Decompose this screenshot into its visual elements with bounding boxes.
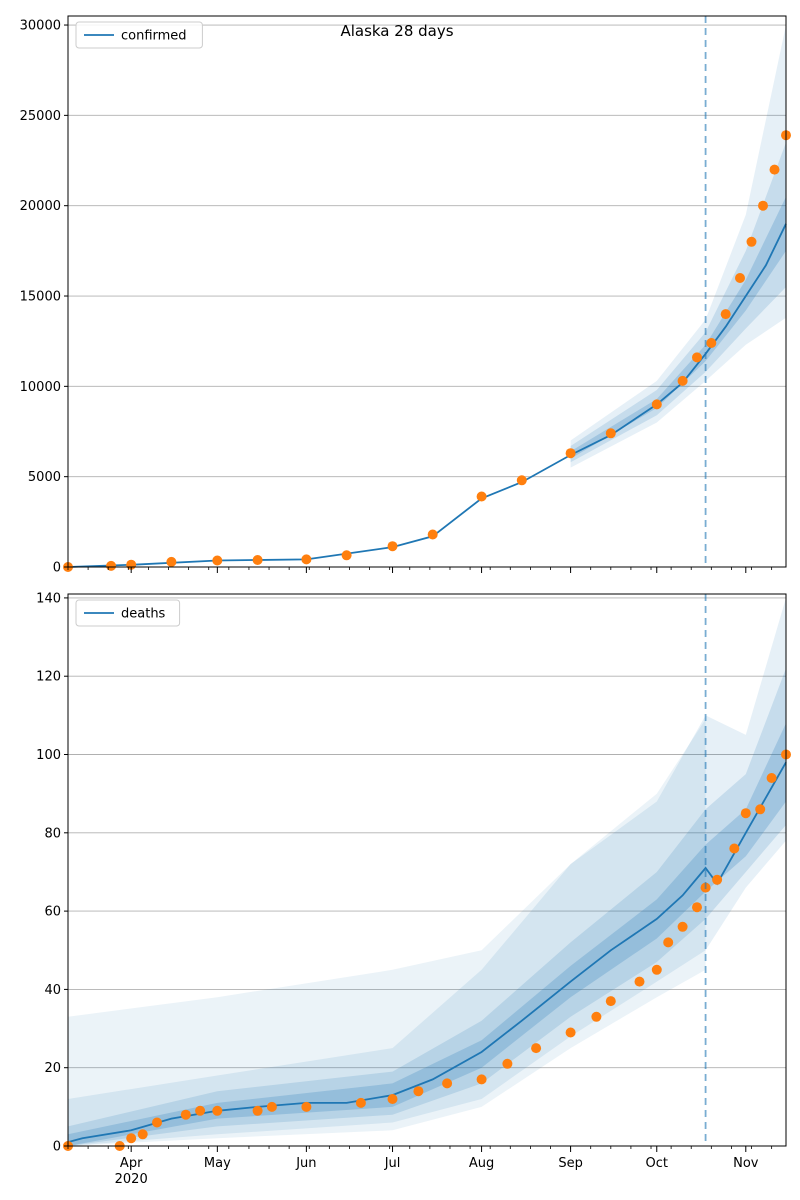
- observed-point: [746, 236, 757, 247]
- observed-point: [427, 529, 438, 540]
- x-tick-label: Nov: [733, 1156, 759, 1171]
- legend: [75, 21, 203, 49]
- x-tick-label: Jun: [295, 1156, 316, 1171]
- legend-label: deaths: [121, 607, 166, 622]
- observed-point: [387, 541, 398, 552]
- observed-point: [106, 560, 117, 571]
- x-tick-label: Aug: [469, 1156, 494, 1171]
- observed-point: [166, 556, 177, 567]
- y-tick-label: 10000: [20, 380, 61, 395]
- observed-point: [706, 338, 717, 348]
- y-tick-label: 0: [53, 1140, 61, 1155]
- observed-point: [212, 555, 223, 566]
- observed-point: [126, 1133, 137, 1144]
- observed-point: [152, 1117, 162, 1128]
- y-tick-label: 15000: [20, 290, 61, 305]
- observed-point: [605, 428, 616, 439]
- y-tick-label: 120: [36, 670, 61, 685]
- observed-point: [605, 996, 616, 1007]
- y-tick-label: 140: [36, 591, 61, 606]
- axes-frame: [67, 593, 787, 1147]
- y-tick-label: 60: [44, 905, 61, 920]
- observed-point: [195, 1105, 206, 1116]
- observed-point: [735, 273, 745, 283]
- observed-point: [565, 448, 576, 459]
- observed-point: [252, 1105, 263, 1116]
- uncertainty-band: [570, 142, 786, 463]
- y-tick-label: 80: [44, 826, 61, 841]
- uncertainty-band: [68, 719, 706, 1146]
- observed-point: [442, 1078, 453, 1089]
- confirmed-panel: 0 5000 10000 15000 20000 25000 30000 confirmed A…: [20, 15, 791, 576]
- observed-point: [301, 1101, 312, 1112]
- observed-point: [180, 1109, 191, 1120]
- y-tick-label: 20000: [20, 199, 61, 214]
- observed-point: [769, 164, 780, 175]
- observed-point: [692, 902, 702, 913]
- observed-point: [355, 1097, 366, 1108]
- x-tick-label: May: [204, 1156, 231, 1171]
- uncertainty-band: [68, 668, 786, 1146]
- observed-point: [651, 964, 662, 975]
- observed-point: [692, 352, 702, 363]
- observed-point: [516, 475, 527, 486]
- observed-point: [387, 1094, 398, 1104]
- observed-point: [137, 1129, 148, 1140]
- observed-point: [677, 921, 688, 932]
- observed-point: [212, 1105, 223, 1116]
- uncertainty-band: [68, 723, 786, 1146]
- observed-point: [720, 309, 731, 320]
- x-tick-label: Oct: [646, 1156, 668, 1171]
- observed-point: [651, 399, 662, 410]
- y-tick-label: 100: [36, 748, 61, 763]
- y-tick-label: 5000: [28, 470, 61, 485]
- x-tick-year-label: 2020: [115, 1172, 148, 1187]
- x-tick-label: Sep: [558, 1156, 583, 1171]
- observed-point: [712, 874, 723, 885]
- y-tick-label: 40: [44, 983, 61, 998]
- observed-point: [476, 491, 487, 502]
- observed-point: [766, 773, 777, 783]
- legend-label: confirmed: [121, 29, 187, 44]
- y-tick-label: 25000: [20, 109, 61, 124]
- y-tick-label: 0: [53, 561, 61, 576]
- observed-point: [729, 843, 740, 854]
- observed-point: [476, 1074, 487, 1085]
- observed-point: [341, 550, 352, 561]
- observed-point: [591, 1011, 602, 1022]
- x-tick-label: Jul: [384, 1156, 401, 1171]
- axes-frame: [67, 15, 787, 568]
- legend: [75, 599, 181, 627]
- observed-point: [502, 1058, 513, 1069]
- observed-point: [531, 1043, 542, 1054]
- deaths-line: [67, 761, 787, 1143]
- uncertainty-band: [570, 25, 786, 468]
- x-tick-label: Apr: [120, 1156, 143, 1171]
- observed-point: [252, 555, 263, 565]
- y-tick-label: 20: [44, 1061, 61, 1076]
- uncertainty-band: [68, 597, 786, 1146]
- observed-point: [634, 976, 645, 987]
- observed-point: [677, 375, 688, 386]
- y-tick-label: 30000: [20, 19, 61, 34]
- observed-point: [663, 937, 674, 948]
- chart-title: Alaska 28 days: [340, 22, 453, 40]
- observed-point: [755, 804, 766, 815]
- observed-point: [413, 1086, 424, 1097]
- observed-point: [301, 554, 312, 565]
- observed-point: [565, 1027, 576, 1038]
- observed-point: [740, 808, 751, 819]
- observed-point: [758, 200, 768, 211]
- observed-point: [266, 1101, 277, 1112]
